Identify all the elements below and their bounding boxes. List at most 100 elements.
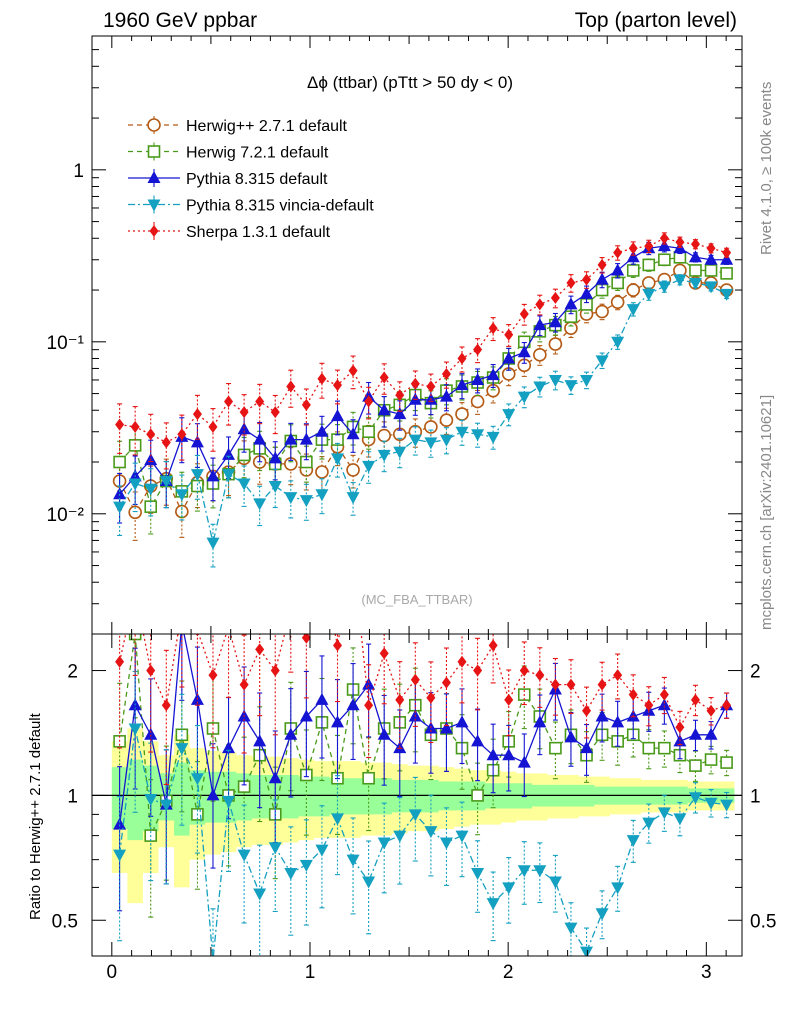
x-tick-label: 1 xyxy=(305,962,316,983)
data-point xyxy=(330,453,344,466)
y-tick-label-right: 2 xyxy=(750,662,761,683)
data-point xyxy=(535,669,545,682)
data-point xyxy=(486,748,500,761)
data-point xyxy=(488,639,498,652)
data-point xyxy=(115,655,125,668)
data-point xyxy=(268,481,282,494)
data-point xyxy=(439,721,453,734)
data-point xyxy=(675,721,685,734)
data-point xyxy=(533,381,547,394)
data-point xyxy=(190,773,204,786)
data-point xyxy=(131,586,140,598)
data-point xyxy=(175,616,188,628)
data-point xyxy=(175,489,189,502)
data-point xyxy=(379,371,389,384)
data-point xyxy=(190,435,204,448)
data-point xyxy=(146,428,156,441)
data-point xyxy=(349,549,358,561)
data-point xyxy=(208,669,218,682)
data-point xyxy=(317,564,326,576)
data-point xyxy=(626,250,640,263)
data-point xyxy=(610,295,625,309)
data-point xyxy=(628,242,638,255)
data-point xyxy=(580,286,594,299)
data-point xyxy=(239,406,249,419)
data-point xyxy=(657,239,671,252)
data-point xyxy=(299,859,313,872)
data-point xyxy=(471,867,485,880)
data-point xyxy=(690,693,700,706)
data-point xyxy=(255,395,265,408)
data-point xyxy=(502,409,516,422)
data-point xyxy=(688,727,702,740)
data-point xyxy=(330,813,344,826)
data-point xyxy=(439,413,454,428)
data-point xyxy=(689,759,702,772)
legend-marker xyxy=(147,118,161,132)
legend-marker xyxy=(147,199,161,212)
data-point xyxy=(595,304,609,319)
data-point xyxy=(408,434,422,447)
data-point xyxy=(548,876,562,889)
data-point xyxy=(284,867,298,880)
y-tick-label: 10⁻¹ xyxy=(47,333,85,354)
data-point xyxy=(628,688,638,701)
data-point xyxy=(533,318,547,331)
ratio-y-axis-label: Ratio to Herwig++ 2.7.1 default xyxy=(27,712,44,920)
data-point xyxy=(502,748,516,761)
data-point xyxy=(580,946,594,956)
data-point xyxy=(315,489,329,502)
series-0 xyxy=(112,263,734,541)
data-point xyxy=(299,432,313,445)
data-point xyxy=(190,469,204,482)
data-point xyxy=(564,380,578,393)
series-10 xyxy=(113,634,733,918)
data-point xyxy=(519,308,529,321)
data-point xyxy=(455,426,469,439)
data-point xyxy=(377,428,391,443)
data-point xyxy=(704,264,718,277)
data-point xyxy=(659,688,669,701)
data-point xyxy=(706,242,716,255)
data-point xyxy=(642,741,656,755)
data-point xyxy=(611,715,625,728)
legend-label: Herwig 7.2.1 default xyxy=(186,145,329,162)
data-point xyxy=(346,698,360,711)
data-point xyxy=(642,817,656,830)
data-point xyxy=(315,844,329,857)
data-point xyxy=(704,727,718,740)
data-point xyxy=(330,715,344,728)
data-point xyxy=(161,436,171,449)
data-point xyxy=(595,272,609,285)
data-point xyxy=(208,420,218,433)
data-point xyxy=(473,343,483,356)
legend-marker xyxy=(149,225,159,237)
series-12 xyxy=(113,670,734,956)
data-point xyxy=(657,807,671,820)
data-point xyxy=(393,446,407,459)
data-point xyxy=(688,250,702,263)
legend: Herwig++ 2.7.1 default Herwig 7.2.1 defau… xyxy=(128,116,374,241)
data-point xyxy=(159,799,173,812)
data-point xyxy=(113,849,127,862)
data-point xyxy=(441,676,451,689)
data-point xyxy=(379,647,389,660)
data-point xyxy=(502,882,516,895)
y-tick-label: 0.5 xyxy=(52,911,78,932)
data-point xyxy=(144,727,158,740)
x-tick-label: 2 xyxy=(503,962,514,983)
data-point xyxy=(299,495,313,508)
data-point xyxy=(689,264,702,277)
data-point xyxy=(720,756,733,769)
data-point xyxy=(504,328,514,341)
data-point xyxy=(613,246,623,259)
y-tick-label: 1 xyxy=(73,161,84,182)
y-tick-label: 2 xyxy=(67,662,78,683)
data-point xyxy=(595,709,609,722)
data-point xyxy=(658,741,671,755)
process-label: Top (parton level) xyxy=(575,9,737,32)
data-point xyxy=(113,817,127,830)
data-point xyxy=(332,379,342,392)
data-point xyxy=(580,741,594,754)
data-point xyxy=(517,865,531,878)
